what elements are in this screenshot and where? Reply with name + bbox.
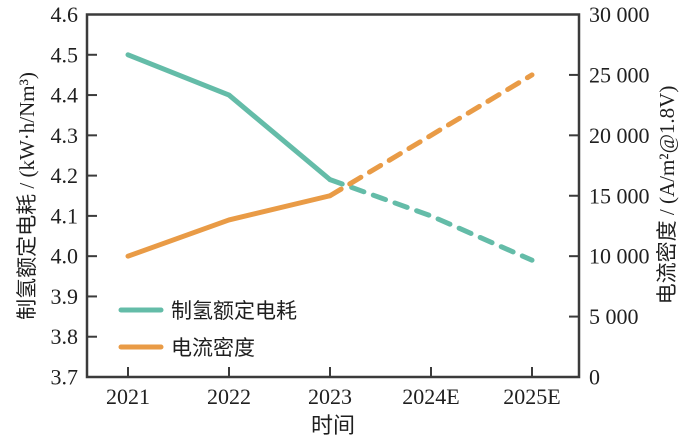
right-axis-title: 电流密度 / (A/m²@1.8V): [655, 86, 679, 305]
legend-label-current-density: 电流密度: [171, 336, 255, 360]
y-left-tick-label: 4.2: [51, 163, 79, 188]
y-left-tick-label: 4.0: [51, 244, 79, 269]
series-line-solid-1: [125, 193, 333, 259]
x-tick-label: 2023: [308, 384, 352, 409]
x-tick-label: 2021: [106, 384, 150, 409]
y-right-tick-label: 10 000: [589, 244, 650, 269]
y-right-tick-label: 25 000: [589, 62, 650, 87]
y-right-tick-label: 15 000: [589, 183, 650, 208]
y-left-tick-label: 4.5: [51, 42, 79, 67]
left-axis-title: 制氢额定电耗 / (kW·h/Nm³): [15, 72, 39, 320]
x-tick-label: 2025E: [503, 384, 560, 409]
x-axis-title: 时间: [311, 413, 355, 438]
y-right-tick-label: 20 000: [589, 123, 650, 148]
y-left-tick-label: 4.4: [51, 83, 79, 108]
series-line-dashed-1: [327, 72, 535, 199]
y-left-tick-label: 3.9: [51, 284, 79, 309]
series-line-solid-0: [125, 52, 333, 183]
y-right-tick-label: 30 000: [589, 2, 650, 27]
x-tick-label: 2022: [207, 384, 251, 409]
x-tick-label: 2024E: [402, 384, 459, 409]
y-left-tick-label: 3.8: [51, 324, 79, 349]
y-left-tick-label: 4.3: [51, 123, 79, 148]
series-line-dashed-0: [327, 177, 535, 263]
y-left-tick-label: 4.6: [51, 2, 79, 27]
y-left-tick-label: 3.7: [51, 365, 79, 390]
y-right-tick-label: 5 000: [589, 304, 639, 329]
y-left-tick-label: 4.1: [51, 203, 79, 228]
legend: 制氢额定电耗 电流密度: [118, 299, 297, 360]
legend-label-power-consumption: 制氢额定电耗: [171, 299, 297, 323]
y-right-tick-label: 0: [589, 365, 600, 390]
chart-dynamic-layer: 3.7 3.8 3.9 4.0 4.1 4.2 4.3 4.4 4.5 4.6 0 5 000 10 0…: [51, 2, 650, 409]
